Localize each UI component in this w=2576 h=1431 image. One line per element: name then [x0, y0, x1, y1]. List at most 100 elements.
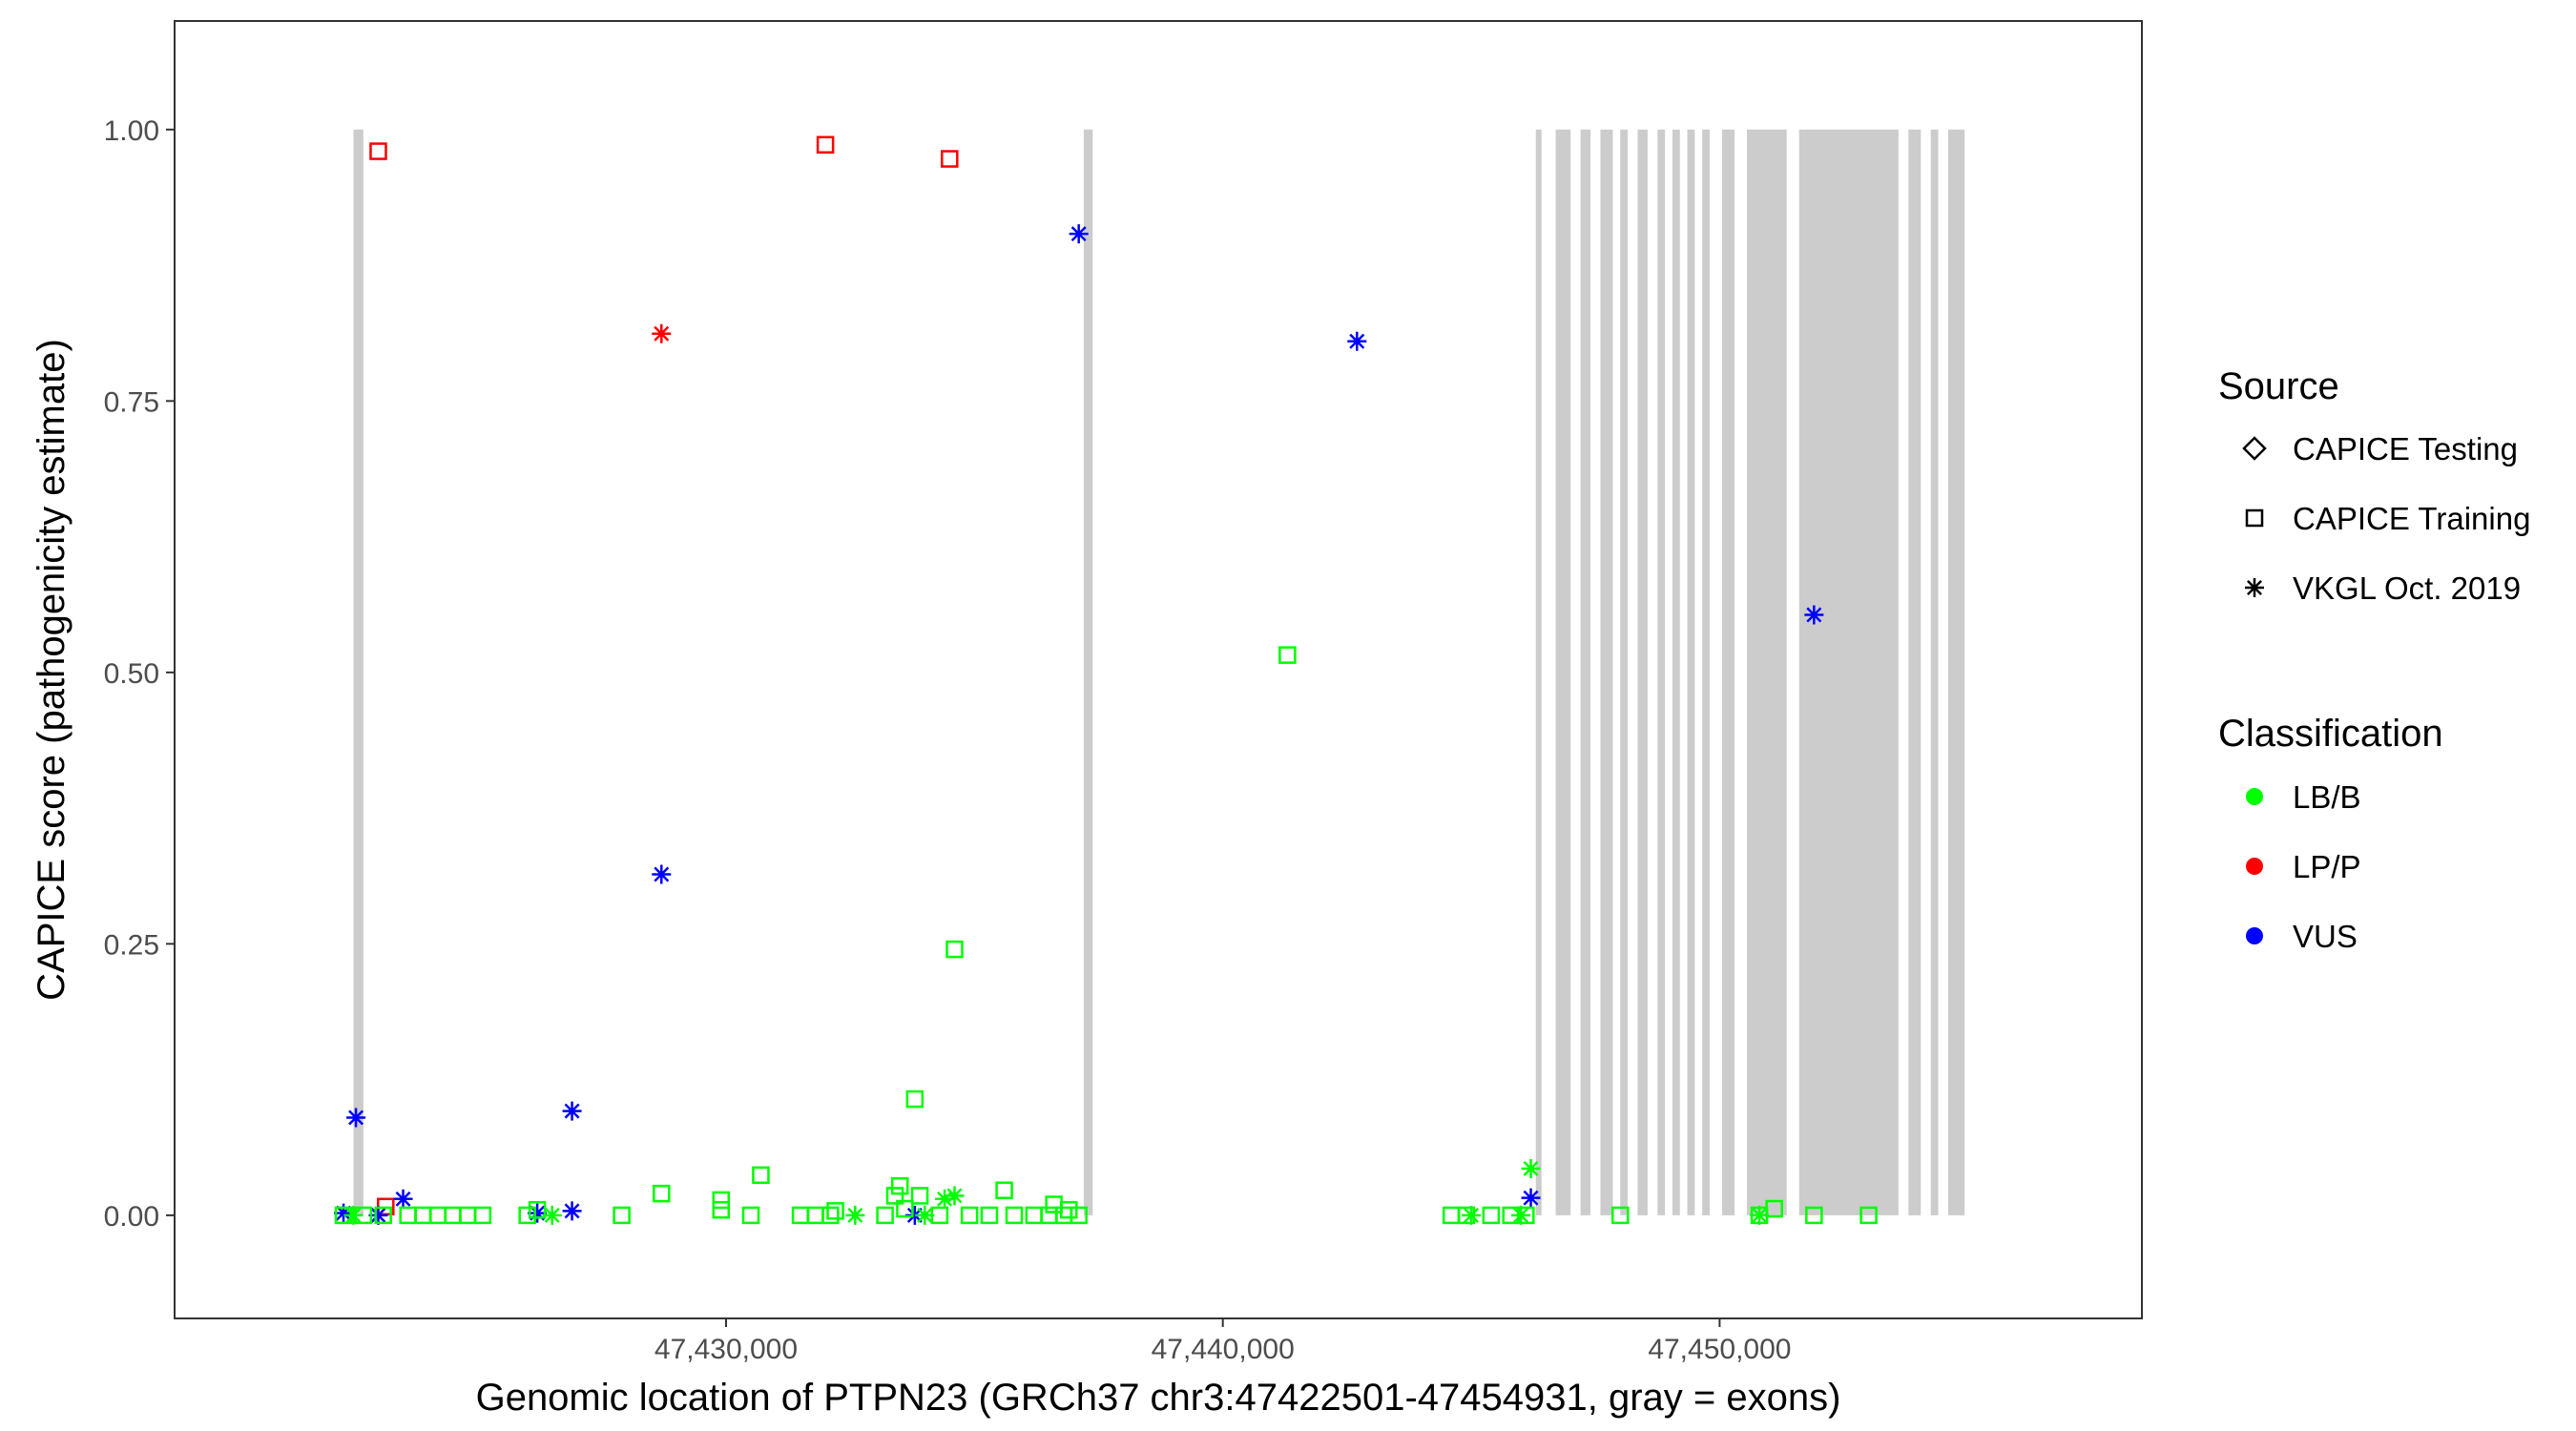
data-point	[712, 1191, 731, 1210]
data-point	[1045, 1195, 1063, 1213]
data-point	[1069, 224, 1089, 244]
data-point	[816, 135, 835, 154]
data-point	[334, 1203, 354, 1223]
exon-band	[1798, 129, 1899, 1215]
y-axis-title: CAPICE score (pathogenicity estimate)	[31, 339, 73, 1001]
data-point	[885, 1187, 904, 1205]
exon-band	[1657, 129, 1666, 1215]
data-point	[890, 1176, 909, 1195]
data-point	[896, 1199, 914, 1218]
exon-band	[1908, 129, 1922, 1215]
data-point	[1070, 1206, 1088, 1225]
y-tick-label: 0.50	[104, 658, 159, 690]
data-point	[1805, 1206, 1823, 1225]
data-point	[528, 1200, 547, 1219]
exon-band	[1600, 129, 1613, 1215]
exon-band	[1637, 129, 1648, 1215]
data-point	[346, 1108, 366, 1128]
data-point	[1511, 1205, 1531, 1225]
data-point	[1060, 1200, 1078, 1219]
data-point	[995, 1181, 1013, 1199]
exon-band	[1722, 129, 1735, 1215]
data-point	[1611, 1206, 1630, 1225]
data-point	[935, 1189, 955, 1209]
exon-band	[1687, 129, 1695, 1215]
exon-band	[1535, 129, 1542, 1215]
data-point	[542, 1205, 562, 1225]
data-point	[652, 323, 672, 343]
data-point	[905, 1089, 924, 1109]
y-tick-label: 1.00	[104, 115, 159, 147]
data-point	[752, 1166, 770, 1185]
legend-label-source: CAPICE Testing	[2293, 431, 2518, 467]
x-tick-label: 47,450,000	[1648, 1334, 1791, 1365]
data-point	[473, 1206, 492, 1225]
data-point	[941, 150, 959, 168]
data-point	[1054, 1206, 1073, 1225]
data-point	[960, 1206, 979, 1225]
data-point	[1521, 1188, 1541, 1208]
data-point	[791, 1206, 810, 1225]
data-point	[1040, 1206, 1058, 1225]
data-point	[458, 1206, 477, 1225]
data-point	[741, 1206, 760, 1225]
data-point	[399, 1206, 417, 1225]
data-point	[393, 1189, 413, 1209]
x-tick-label: 47,430,000	[654, 1334, 798, 1365]
legend-label-source: CAPICE Training	[2293, 501, 2530, 536]
exon-band	[1947, 129, 1965, 1215]
data-point	[1521, 1158, 1541, 1178]
exon-band	[1555, 129, 1571, 1215]
data-point	[876, 1206, 894, 1225]
data-point	[712, 1200, 731, 1219]
data-point	[613, 1206, 631, 1225]
data-point	[845, 1205, 865, 1225]
data-point	[821, 1206, 840, 1225]
exon-band	[1672, 129, 1680, 1215]
legend: Source CAPICE Testing CAPICE Training VKGL …	[2218, 365, 2530, 954]
data-point	[562, 1201, 582, 1221]
data-point	[806, 1206, 824, 1225]
legend-key-asterisk	[2245, 578, 2264, 597]
data-point	[1859, 1206, 1878, 1225]
data-point	[653, 1184, 671, 1203]
legend-key-dot	[2246, 788, 2263, 805]
legend-key-square	[2245, 508, 2264, 528]
data-point	[826, 1202, 844, 1220]
data-point	[910, 1187, 929, 1205]
data-point	[1442, 1206, 1461, 1225]
data-point	[930, 1206, 949, 1225]
y-tick-label: 0.25	[104, 929, 159, 961]
x-axis-title: Genomic location of PTPN23 (GRCh37 chr3:…	[476, 1377, 1841, 1419]
data-point	[444, 1206, 462, 1225]
data-point	[980, 1206, 999, 1225]
data-point	[904, 1205, 924, 1225]
exon-band	[1620, 129, 1629, 1215]
data-point	[528, 1203, 548, 1223]
data-point	[343, 1205, 364, 1225]
data-point	[562, 1101, 582, 1121]
data-point	[1025, 1206, 1044, 1225]
exon-bands	[353, 129, 1965, 1215]
y-tick-label: 0.00	[104, 1201, 159, 1233]
legend-key-dot	[2246, 858, 2263, 875]
data-point	[652, 864, 672, 884]
exon-band	[1580, 129, 1591, 1215]
data-point	[1278, 646, 1297, 664]
exon-band	[353, 129, 364, 1215]
legend-title-source: Source	[2218, 365, 2339, 407]
exon-band	[1930, 129, 1939, 1215]
data-point	[1804, 605, 1824, 625]
data-points	[334, 135, 1878, 1225]
x-tick-label: 47,440,000	[1152, 1334, 1295, 1365]
data-point	[369, 142, 387, 160]
legend-label-classification: LB/B	[2293, 779, 2361, 815]
data-point	[368, 1205, 388, 1225]
y-tick-label: 0.75	[104, 386, 159, 418]
exon-band	[1747, 129, 1787, 1215]
data-point	[915, 1205, 935, 1225]
exon-band	[1702, 129, 1710, 1215]
axes: 0.00 0.25 0.50 0.75 1.00 47,430,000 47,440,000…	[104, 115, 1792, 1365]
legend-key-dot	[2246, 927, 2263, 944]
